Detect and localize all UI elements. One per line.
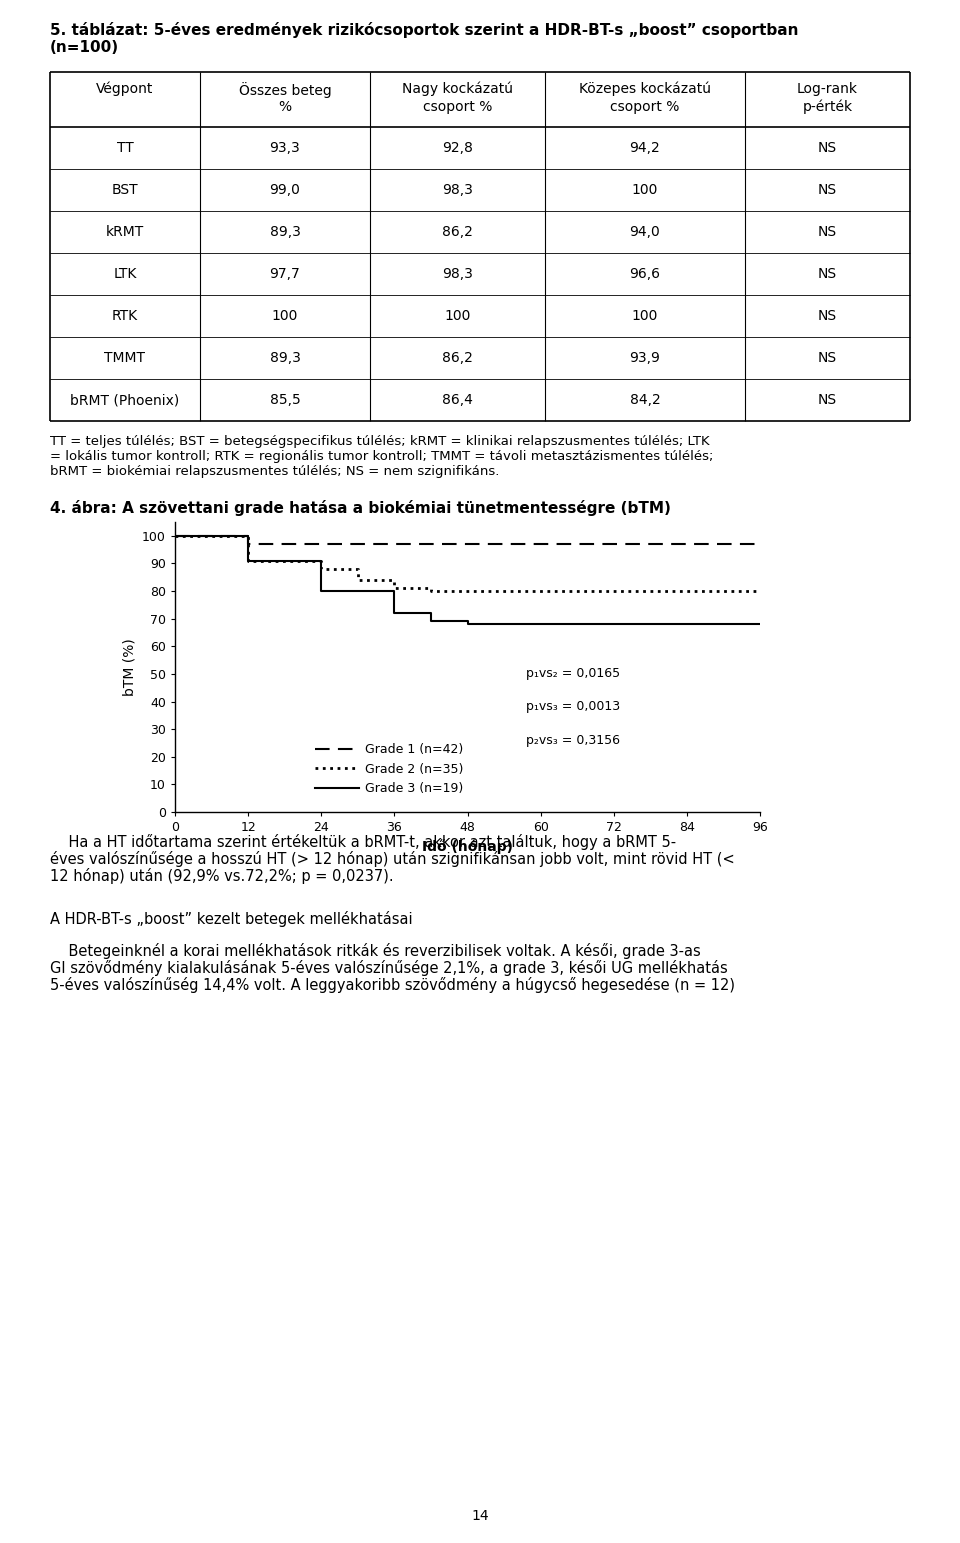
Text: BST: BST <box>111 184 138 198</box>
Text: éves valószínűsége a hosszú HT (> 12 hónap) után szignifikánsan jobb volt, mint : éves valószínűsége a hosszú HT (> 12 hón… <box>50 852 734 867</box>
Text: 86,4: 86,4 <box>442 393 473 407</box>
Text: 5-éves valószínűség 14,4% volt. A leggyakoribb szövődmény a húgycső hegesedése (: 5-éves valószínűség 14,4% volt. A leggya… <box>50 977 735 994</box>
Text: 85,5: 85,5 <box>270 393 300 407</box>
Text: 94,2: 94,2 <box>630 140 660 154</box>
Text: 100: 100 <box>272 309 299 322</box>
Text: NS: NS <box>818 140 837 154</box>
Legend: Grade 1 (n=42), Grade 2 (n=35), Grade 3 (n=19): Grade 1 (n=42), Grade 2 (n=35), Grade 3 … <box>310 739 468 799</box>
Text: NS: NS <box>818 350 837 366</box>
X-axis label: Idő (hónap): Idő (hónap) <box>422 839 513 855</box>
Text: A HDR-BT-s „boost” kezelt betegek mellékhatásai: A HDR-BT-s „boost” kezelt betegek mellék… <box>50 910 413 927</box>
Text: 99,0: 99,0 <box>270 184 300 198</box>
Y-axis label: bTM (%): bTM (%) <box>123 639 136 696</box>
Text: Végpont: Végpont <box>96 82 154 97</box>
Text: 89,3: 89,3 <box>270 350 300 366</box>
Text: Közepes kockázatú: Közepes kockázatú <box>579 82 711 97</box>
Text: 100: 100 <box>632 309 659 322</box>
Text: bRMT = biokémiai relapszusmentes túlélés; NS = nem szignifikáns.: bRMT = biokémiai relapszusmentes túlélés… <box>50 464 499 478</box>
Text: 93,9: 93,9 <box>630 350 660 366</box>
Text: Nagy kockázatú: Nagy kockázatú <box>402 82 513 97</box>
Text: p₁vs₃ = 0,0013: p₁vs₃ = 0,0013 <box>526 701 620 713</box>
Text: 98,3: 98,3 <box>442 184 473 198</box>
Text: LTK: LTK <box>113 267 136 281</box>
Text: p₁vs₂ = 0,0165: p₁vs₂ = 0,0165 <box>526 667 620 680</box>
Text: csoport %: csoport % <box>422 100 492 114</box>
Text: Ha a HT időtartama szerint értékeltük a bRMT-t, akkor azt találtuk, hogy a bRMT : Ha a HT időtartama szerint értékeltük a … <box>50 835 676 850</box>
Text: 96,6: 96,6 <box>630 267 660 281</box>
Text: Log-rank: Log-rank <box>797 82 858 96</box>
Text: 14: 14 <box>471 1509 489 1523</box>
Text: NS: NS <box>818 267 837 281</box>
Text: Összes beteg: Összes beteg <box>239 82 331 97</box>
Text: 100: 100 <box>632 184 659 198</box>
Text: GI szövődmény kialakulásának 5-éves valószínűsége 2,1%, a grade 3, késői UG mell: GI szövődmény kialakulásának 5-éves való… <box>50 960 728 977</box>
Text: 100: 100 <box>444 309 470 322</box>
Text: csoport %: csoport % <box>611 100 680 114</box>
Text: 12 hónap) után (92,9% vs.72,2%; p = 0,0237).: 12 hónap) után (92,9% vs.72,2%; p = 0,02… <box>50 869 394 884</box>
Text: NS: NS <box>818 225 837 239</box>
Text: 92,8: 92,8 <box>442 140 473 154</box>
Text: = lokális tumor kontroll; RTK = regionális tumor kontroll; TMMT = távoli metaszt: = lokális tumor kontroll; RTK = regionál… <box>50 451 713 463</box>
Text: p-érték: p-érték <box>803 100 852 114</box>
Text: kRMT: kRMT <box>106 225 144 239</box>
Text: NS: NS <box>818 184 837 198</box>
Text: NS: NS <box>818 309 837 322</box>
Text: 98,3: 98,3 <box>442 267 473 281</box>
Text: Betegeinknél a korai mellékhatások ritkák és reverzibilisek voltak. A késői, gra: Betegeinknél a korai mellékhatások ritká… <box>50 943 701 960</box>
Text: 84,2: 84,2 <box>630 393 660 407</box>
Text: RTK: RTK <box>112 309 138 322</box>
Text: TT: TT <box>116 140 133 154</box>
Text: 4. ábra: A szövettani grade hatása a biokémiai tünetmentességre (bTM): 4. ábra: A szövettani grade hatása a bio… <box>50 500 671 515</box>
Text: 93,3: 93,3 <box>270 140 300 154</box>
Text: TMMT: TMMT <box>105 350 146 366</box>
Text: 94,0: 94,0 <box>630 225 660 239</box>
Text: 86,2: 86,2 <box>442 350 473 366</box>
Text: 89,3: 89,3 <box>270 225 300 239</box>
Text: 86,2: 86,2 <box>442 225 473 239</box>
Text: 5. táblázat: 5-éves eredmények rizikócsoportok szerint a HDR-BT-s „boost” csopor: 5. táblázat: 5-éves eredmények rizikócso… <box>50 22 799 39</box>
Text: TT = teljes túlélés; BST = betegségspecifikus túlélés; kRMT = klinikai relapszus: TT = teljes túlélés; BST = betegségspeci… <box>50 435 709 447</box>
Text: %: % <box>278 100 292 114</box>
Text: 97,7: 97,7 <box>270 267 300 281</box>
Text: p₂vs₃ = 0,3156: p₂vs₃ = 0,3156 <box>526 734 620 747</box>
Text: (n=100): (n=100) <box>50 40 119 56</box>
Text: NS: NS <box>818 393 837 407</box>
Text: bRMT (Phoenix): bRMT (Phoenix) <box>70 393 180 407</box>
